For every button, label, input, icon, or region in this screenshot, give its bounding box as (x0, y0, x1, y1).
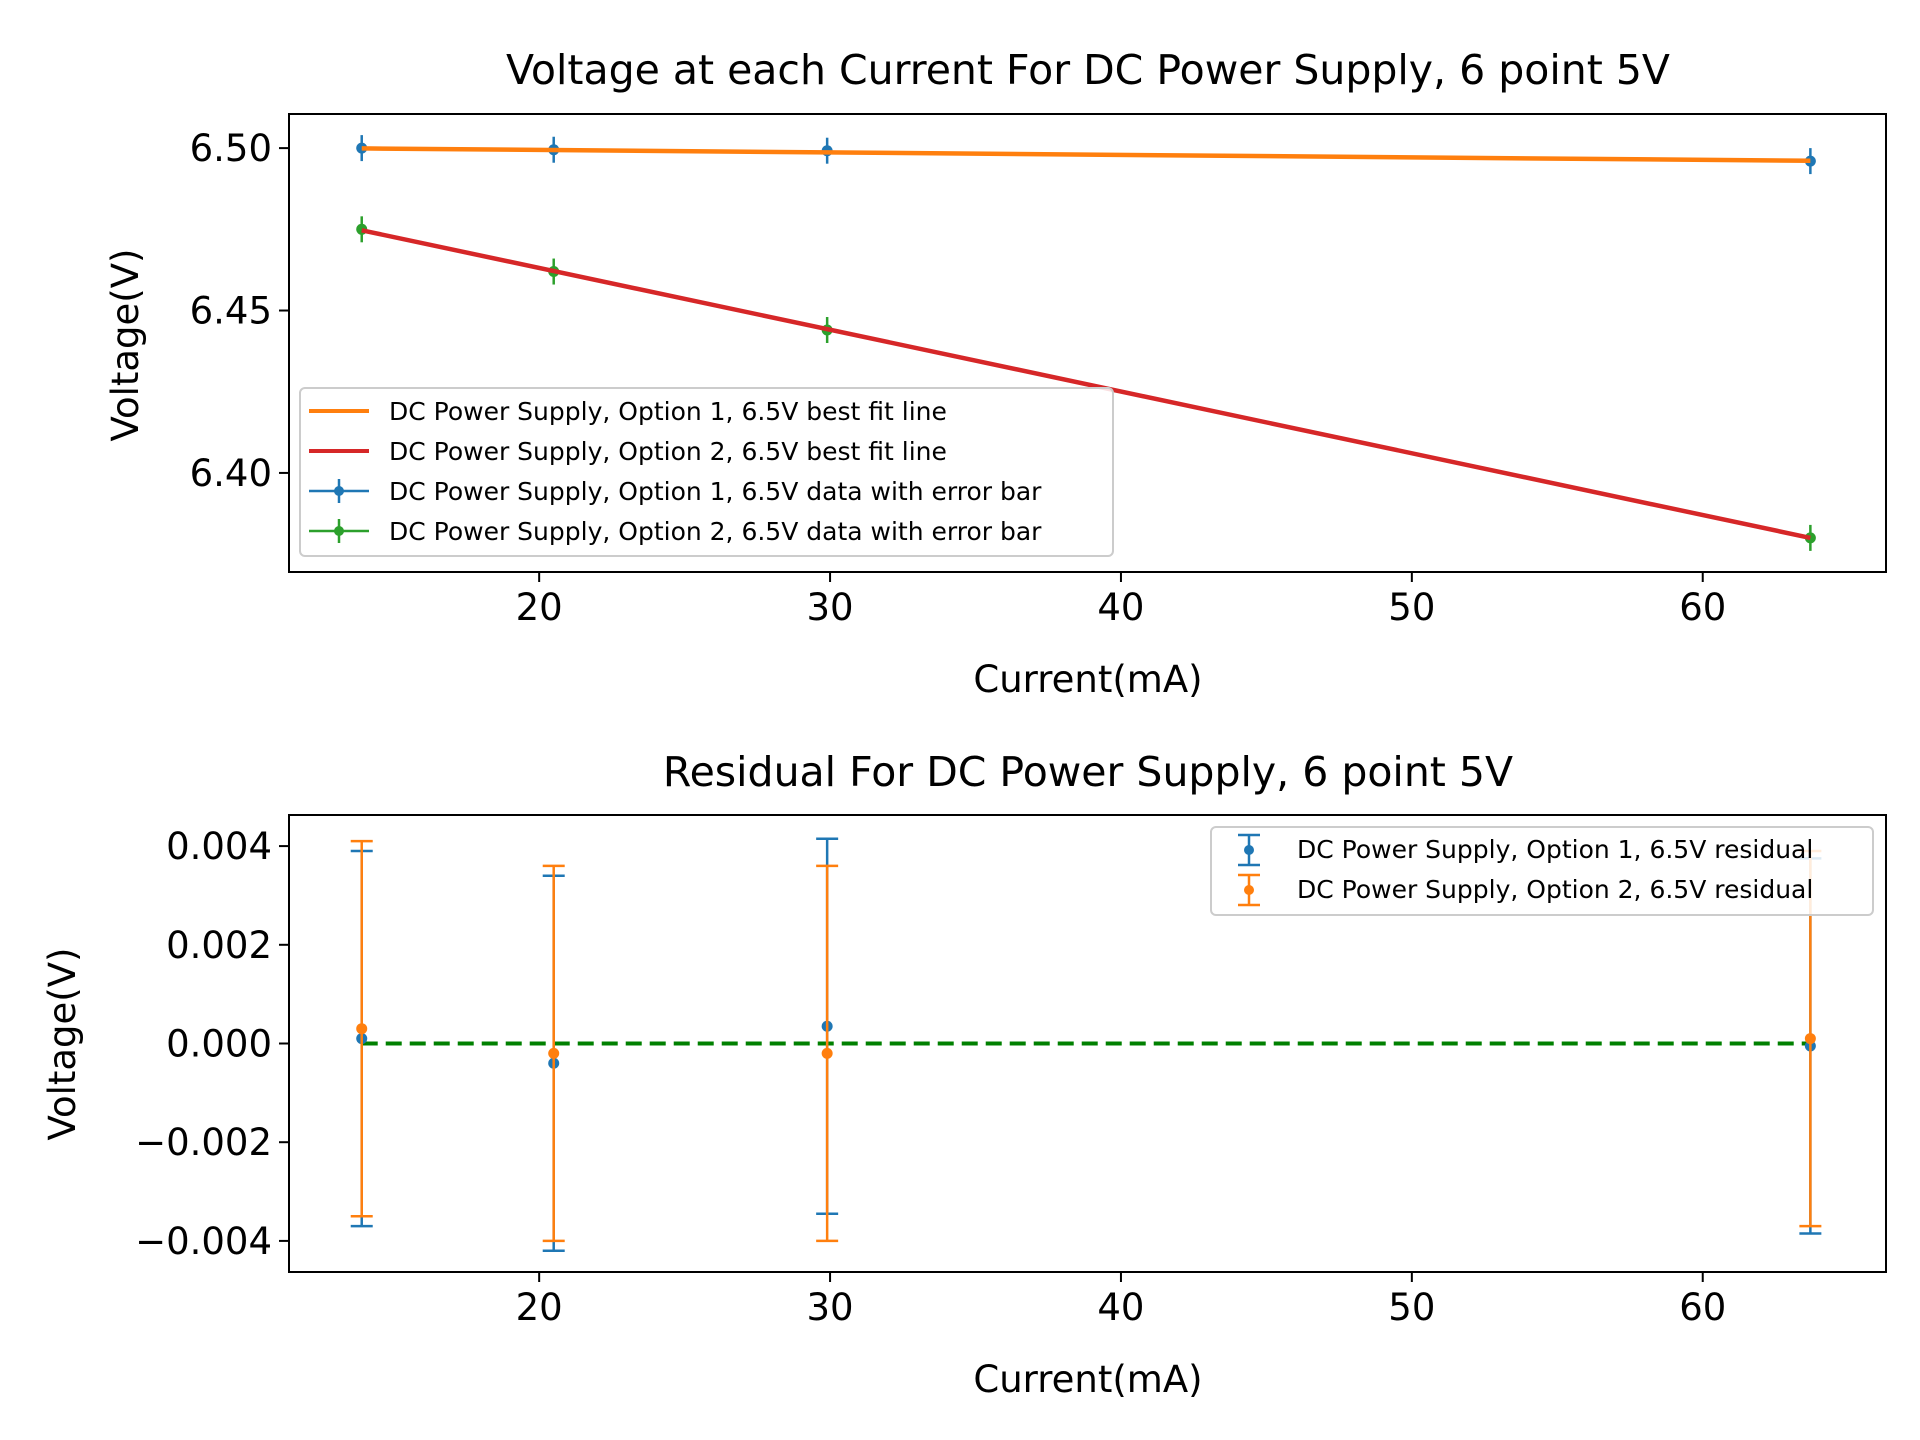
x-tick-label: 30 (807, 586, 854, 629)
legend-box (1210, 826, 1874, 916)
x-tick-label: 20 (516, 586, 563, 629)
residual-chart: Residual For DC Power Supply, 6 point 5V… (41, 748, 1887, 1401)
x-axis-label: Current(mA) (973, 658, 1202, 701)
legend-errorbar-swatch (309, 479, 369, 503)
axis-ticks: 20 30 40 50 60 −0.004 −0.002 0.000 0.002 0.004 (135, 825, 1726, 1329)
y-tick-label: 0.004 (166, 825, 272, 868)
plot-area (350, 837, 1822, 1253)
y-tick-label: −0.002 (135, 1121, 272, 1164)
x-tick-label: 50 (1388, 1286, 1435, 1329)
plot-area (356, 135, 1816, 551)
legend-box (299, 387, 1114, 557)
legend-entry: DC Power Supply, Option 1, 6.5V best fit… (389, 397, 947, 426)
legend-entry: DC Power Supply, Option 2, 6.5V residual (1297, 875, 1813, 904)
legend-entry: DC Power Supply, Option 2, 6.5V data wit… (389, 517, 1042, 546)
x-tick-label: 50 (1388, 586, 1435, 629)
plot-frame (288, 113, 1887, 573)
data-point (356, 1023, 368, 1035)
legend-errorbar-swatch (1238, 833, 1260, 867)
y-tick-label: 0.002 (166, 924, 272, 967)
data-point (1804, 1033, 1816, 1045)
y-tick-label: 6.50 (190, 127, 272, 170)
x-tick-label: 20 (516, 1286, 563, 1329)
voltage-chart: Voltage at each Current For DC Power Sup… (104, 46, 1887, 701)
x-tick-label: 40 (1097, 1286, 1144, 1329)
chart-title: Residual For DC Power Supply, 6 point 5V (663, 748, 1513, 796)
y-axis-label: Voltage(V) (41, 948, 84, 1141)
data-point (356, 142, 368, 154)
x-axis-label: Current(mA) (973, 1358, 1202, 1401)
axis-ticks: 20 30 40 50 60 6.40 6.45 6.50 (190, 127, 1727, 629)
x-tick-label: 30 (807, 1286, 854, 1329)
legend-entry: DC Power Supply, Option 1, 6.5V data wit… (389, 477, 1042, 506)
legend-entry: DC Power Supply, Option 2, 6.5V best fit… (389, 437, 947, 466)
x-tick-label: 60 (1679, 1286, 1726, 1329)
legend: DC Power Supply, Option 1, 6.5V residual… (1210, 826, 1874, 916)
legend-errorbar-swatch (1238, 873, 1260, 907)
best-fit-line (361, 228, 1811, 541)
y-tick-label: 6.45 (190, 290, 272, 333)
plot-frame (288, 814, 1887, 1273)
y-tick-label: 0.000 (166, 1023, 272, 1066)
x-tick-label: 40 (1097, 586, 1144, 629)
best-fit-line (361, 146, 1811, 164)
chart-title: Voltage at each Current For DC Power Sup… (506, 46, 1670, 94)
legend-entry: DC Power Supply, Option 1, 6.5V residual (1297, 835, 1813, 864)
y-tick-label: 6.40 (190, 452, 272, 495)
data-point (1804, 155, 1816, 167)
y-tick-label: −0.004 (135, 1220, 272, 1263)
legend: DC Power Supply, Option 1, 6.5V best fit… (299, 387, 1114, 557)
y-axis-label: Voltage(V) (104, 249, 147, 442)
data-point (548, 1047, 560, 1059)
legend-errorbar-swatch (309, 519, 369, 543)
data-point (821, 1047, 833, 1059)
x-tick-label: 60 (1679, 586, 1726, 629)
